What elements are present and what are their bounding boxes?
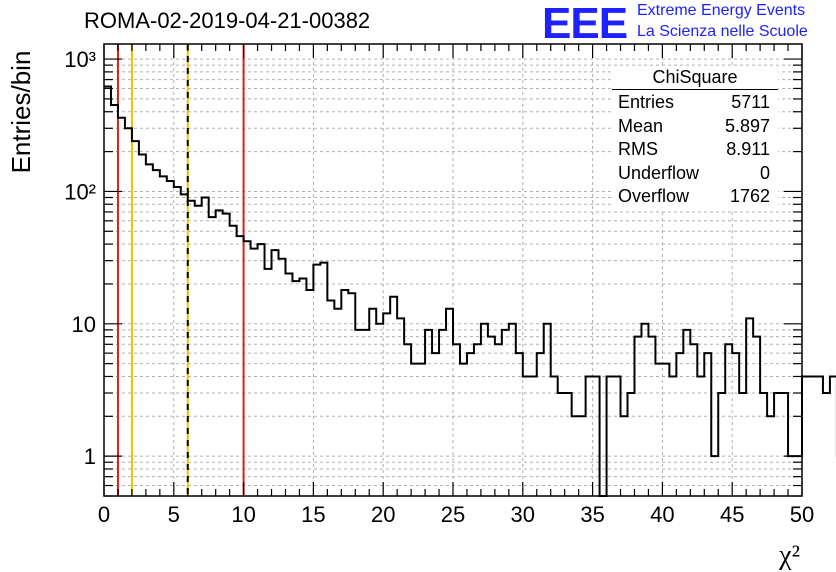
y-tick-label: 10³ xyxy=(64,47,96,72)
y-tick-label: 1 xyxy=(84,444,96,469)
histogram-series xyxy=(104,85,836,497)
x-tick-label: 50 xyxy=(790,502,814,527)
stats-row-mean: Mean 5.897 xyxy=(612,115,778,139)
stats-label: Mean xyxy=(618,115,664,136)
x-tick-label: 35 xyxy=(580,502,604,527)
logo-line-1: Extreme Energy Events xyxy=(637,2,806,19)
stats-label: Entries xyxy=(618,92,675,112)
stats-row-rms: RMS 8.911 xyxy=(612,138,778,162)
grid-layer xyxy=(104,44,802,497)
x-tick-label: 25 xyxy=(441,502,465,527)
x-axis-label: χ² xyxy=(778,540,800,571)
stats-row-underflow: Underflow 0 xyxy=(612,162,778,186)
stats-label: RMS xyxy=(618,139,658,159)
stats-label: Overflow xyxy=(618,186,690,206)
stats-value: 1762 xyxy=(729,186,770,206)
y-tick-label: 10² xyxy=(64,179,96,204)
stats-value: 5711 xyxy=(731,92,770,112)
eee-logo: EEE xyxy=(542,0,628,48)
x-tick-labels: 0 5 10 15 20 25 30 35 40 45 50 xyxy=(98,502,814,527)
reference-lines xyxy=(116,44,245,496)
x-tick-label: 10 xyxy=(231,502,255,527)
y-axis-label: Entries/bin xyxy=(6,51,36,174)
stats-label: Underflow xyxy=(618,162,700,183)
stats-row-overflow: Overflow 1762 xyxy=(612,185,778,209)
x-tick-label: 45 xyxy=(720,502,744,527)
x-tick-label: 15 xyxy=(301,502,325,527)
x-tick-label: 0 xyxy=(98,502,110,527)
x-tick-label: 5 xyxy=(168,502,180,527)
y-tick-label: 10 xyxy=(72,312,96,337)
y-tick-labels: 1 10 10² 10³ xyxy=(64,47,96,469)
tick-marks xyxy=(103,44,803,497)
stats-row-entries: Entries 5711 xyxy=(612,91,778,115)
stats-title: ChiSquare xyxy=(612,66,778,90)
run-title: ROMA-02-2019-04-21-00382 xyxy=(84,8,371,33)
x-tick-label: 40 xyxy=(650,502,674,527)
stats-value: 8.911 xyxy=(726,139,770,159)
stats-value: 0 xyxy=(759,162,770,183)
x-tick-label: 20 xyxy=(371,502,395,527)
x-tick-label: 30 xyxy=(511,502,535,527)
logo-line-2: La Scienza nelle Scuole xyxy=(637,23,808,40)
stats-value: 5.897 xyxy=(724,115,770,136)
stats-box: ChiSquare Entries 5711 Mean 5.897 RMS 8.… xyxy=(612,66,778,209)
